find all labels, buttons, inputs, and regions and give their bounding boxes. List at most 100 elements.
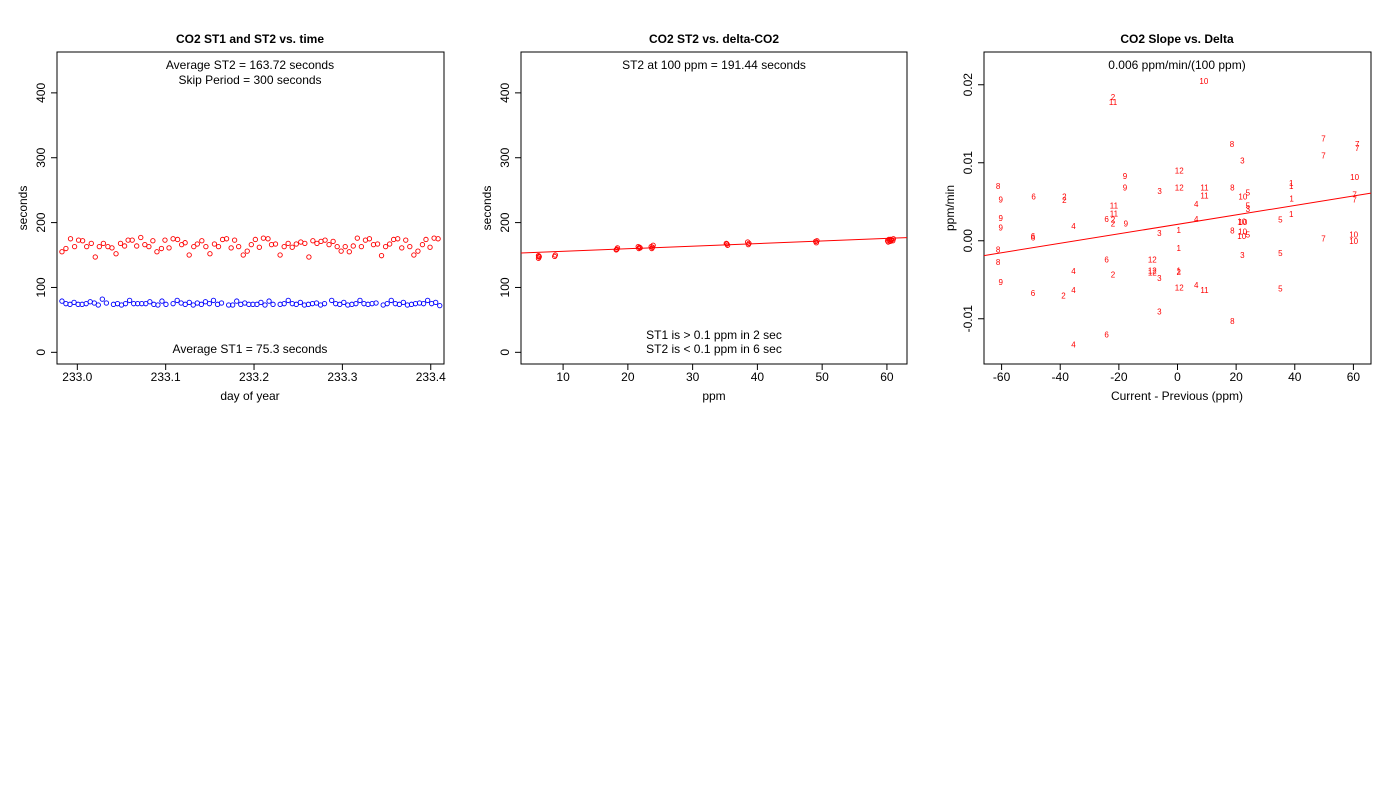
point-label: 3: [1157, 229, 1162, 238]
point-label: 11: [1110, 202, 1119, 211]
data-point-st2: [387, 241, 393, 247]
point-label: 1: [1289, 195, 1294, 204]
data-point-st1: [321, 301, 328, 307]
point-label: 1: [1289, 210, 1294, 219]
x-tick-label: 233.3: [327, 370, 357, 384]
point-label: 9: [1123, 172, 1128, 181]
point-label: 4: [1071, 286, 1076, 295]
data-point-st2: [228, 245, 234, 251]
point-label: 3: [1240, 251, 1245, 260]
y-tick-label: 200: [34, 212, 48, 232]
data-point-st1: [190, 302, 196, 308]
y-tick-label: 400: [498, 83, 512, 103]
annotation-average-st1: Average ST1 = 75.3 seconds: [173, 342, 328, 356]
point-label: 5: [1246, 188, 1251, 197]
data-point-st1: [437, 302, 443, 309]
point-label: 12: [1148, 269, 1157, 278]
data-point-st2: [650, 242, 656, 248]
point-label: 10: [1238, 192, 1247, 201]
data-point-st2: [613, 247, 619, 253]
data-point-st2: [63, 245, 69, 252]
data-point-st1: [210, 297, 217, 304]
x-axis-label: day of year: [220, 389, 279, 403]
data-point-st1: [425, 297, 431, 304]
y-tick-label: 100: [34, 277, 48, 297]
data-point-st2: [535, 253, 542, 259]
point-label: 1: [1176, 244, 1181, 253]
point-label: 8: [1230, 227, 1235, 236]
point-label: 2: [1111, 216, 1116, 225]
x-tick-label: 40: [1288, 370, 1302, 384]
data-point-st1: [95, 302, 101, 308]
data-point-st1: [262, 302, 268, 308]
point-label: 4: [1194, 281, 1199, 290]
point-label: 4: [1194, 200, 1199, 209]
x-axis-label: ppm: [702, 389, 725, 403]
data-point-st2: [265, 236, 271, 242]
annotation-st2-threshold: ST2 is < 0.1 ppm in 6 sec: [646, 342, 782, 356]
data-point-st2: [100, 240, 107, 247]
data-point-st2: [121, 243, 128, 249]
data-point-st2: [293, 241, 299, 247]
data-point-st2: [117, 240, 124, 247]
x-tick-label: 0: [1174, 370, 1181, 384]
point-label: 7: [1321, 152, 1326, 161]
data-point-st2: [146, 243, 152, 250]
data-point-st2: [886, 237, 893, 243]
data-point-st2: [84, 243, 90, 250]
y-tick-label: 100: [498, 277, 512, 297]
data-point-st2: [419, 241, 426, 248]
point-label: 12: [1175, 167, 1184, 176]
point-label: 1: [1176, 226, 1181, 235]
point-label: 2: [1111, 93, 1116, 102]
data-point-st2: [637, 245, 643, 251]
y-tick-label: 0.02: [961, 73, 975, 97]
data-point-st2: [358, 243, 365, 250]
data-point-st2: [289, 244, 295, 250]
x-tick-label: 60: [880, 370, 894, 384]
data-point-st2: [194, 241, 200, 247]
panel-st2-vs-delta-co2: CO2 ST2 vs. delta-CO2 ppm seconds ST2 at…: [480, 32, 908, 403]
point-label: 4: [1194, 215, 1199, 224]
x-tick-label: 233.1: [151, 370, 181, 384]
data-point-st1: [218, 300, 225, 306]
chart-title: CO2 Slope vs. Delta: [1120, 32, 1234, 46]
data-point-st2: [240, 252, 246, 258]
plot-frame: [56, 51, 445, 365]
data-point-st2: [88, 240, 94, 247]
point-label: 12: [1175, 184, 1184, 193]
data-point-st2: [382, 243, 389, 250]
panel-st1-st2-vs-time: CO2 ST1 and ST2 vs. time day of year sec…: [16, 32, 446, 403]
y-tick-label: 300: [498, 147, 512, 167]
point-label: 9: [998, 278, 1003, 287]
point-label: 10: [1238, 227, 1247, 236]
point-label: 10: [1237, 217, 1246, 226]
data-point-st2: [350, 243, 356, 249]
annotation-average-st2: Average ST2 = 163.72 seconds: [166, 58, 334, 72]
data-point-st2: [411, 252, 417, 258]
data-point-st2: [236, 243, 242, 250]
data-point-st2: [435, 236, 441, 242]
data-point-st2: [182, 240, 188, 246]
data-point-st1: [388, 297, 394, 304]
point-label: 2: [1176, 268, 1181, 277]
chart-title: CO2 ST2 vs. delta-CO2: [649, 32, 779, 46]
chart-title: CO2 ST1 and ST2 vs. time: [176, 32, 324, 46]
point-label: 9: [1124, 220, 1129, 229]
point-label: 10: [1237, 232, 1246, 241]
point-label: 10: [1350, 173, 1359, 182]
point-label: 8: [996, 245, 1001, 254]
point-label: 12: [1148, 266, 1157, 275]
data-point-st1: [182, 301, 188, 307]
point-label: 10: [1238, 218, 1247, 227]
data-point-st2: [109, 245, 115, 251]
x-tick-label: 20: [1229, 370, 1243, 384]
data-point-st1: [163, 301, 169, 307]
fit-line: [520, 237, 908, 254]
x-tick-label: -40: [1052, 370, 1070, 384]
point-label: 7: [1352, 195, 1357, 204]
data-point-st1: [234, 298, 240, 304]
data-point-st1: [270, 301, 276, 307]
data-point-st1: [206, 301, 213, 307]
data-point-st2: [207, 251, 213, 257]
